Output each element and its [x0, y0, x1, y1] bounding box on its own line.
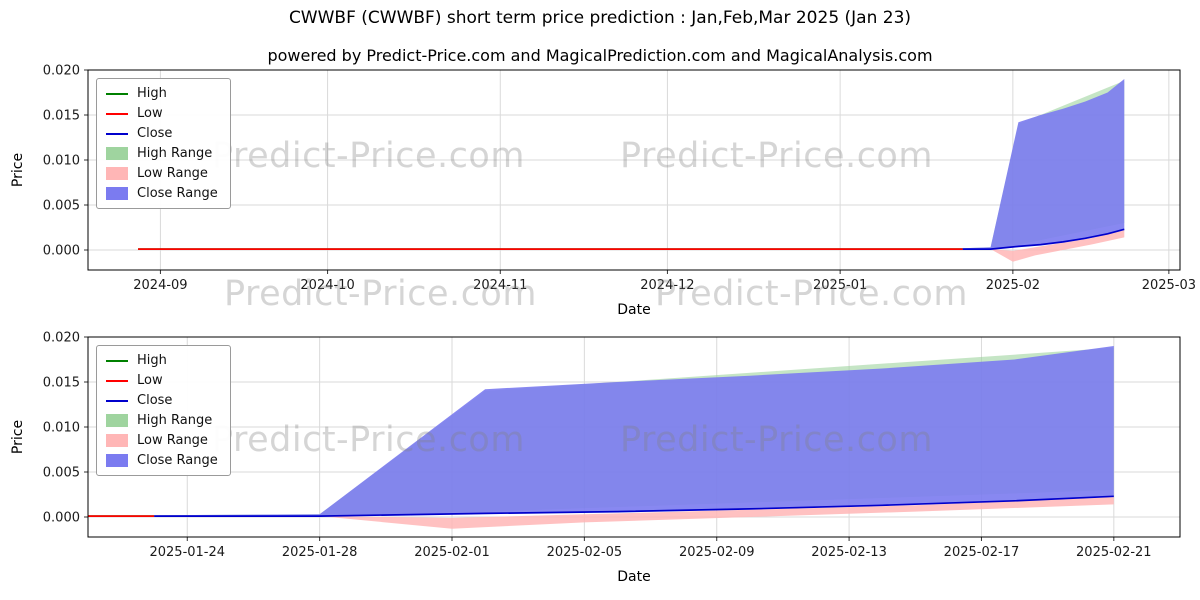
svg-text:Price: Price — [10, 420, 26, 454]
svg-text:2024-09: 2024-09 — [133, 278, 187, 293]
svg-text:2025-02-17: 2025-02-17 — [944, 545, 1020, 560]
svg-text:0.000: 0.000 — [43, 511, 80, 526]
svg-text:Price: Price — [10, 153, 26, 187]
legend-label: Low — [137, 106, 163, 121]
svg-text:0.005: 0.005 — [43, 466, 80, 481]
legend-label: Low Range — [137, 166, 208, 181]
svg-text:2025-02-09: 2025-02-09 — [679, 545, 755, 560]
legend-item: Close Range — [106, 453, 218, 468]
legend-label: High — [137, 353, 167, 368]
legend-label: Low — [137, 373, 163, 388]
svg-text:Date: Date — [617, 569, 650, 585]
watermark-text: Predict-Price.com — [620, 136, 933, 176]
svg-text:2024-11: 2024-11 — [473, 278, 527, 293]
legend-swatch — [106, 399, 128, 402]
svg-text:2025-01-24: 2025-01-24 — [149, 545, 225, 560]
legend-swatch — [106, 92, 128, 95]
svg-text:0.020: 0.020 — [43, 331, 80, 346]
legend-item: Low — [106, 373, 218, 388]
svg-text:0.010: 0.010 — [43, 421, 80, 436]
svg-text:0.015: 0.015 — [43, 376, 80, 391]
svg-text:2025-03: 2025-03 — [1142, 278, 1196, 293]
svg-text:2024-12: 2024-12 — [640, 278, 694, 293]
svg-text:0.000: 0.000 — [43, 244, 80, 259]
watermark-text: Predict-Price.com — [224, 274, 537, 314]
legend-label: Low Range — [137, 433, 208, 448]
svg-text:2025-02: 2025-02 — [986, 278, 1040, 293]
legend-item: High Range — [106, 413, 218, 428]
legend-item: High Range — [106, 146, 218, 161]
legend-swatch — [106, 187, 128, 200]
svg-text:0.020: 0.020 — [43, 64, 80, 79]
legend-swatch — [106, 132, 128, 135]
svg-text:2025-02-01: 2025-02-01 — [414, 545, 490, 560]
svg-text:Date: Date — [617, 302, 650, 318]
svg-text:2025-02-05: 2025-02-05 — [547, 545, 623, 560]
legend-label: Close Range — [137, 186, 218, 201]
legend-swatch — [106, 147, 128, 160]
watermark-text: Predict-Price.com — [212, 420, 525, 460]
legend-swatch — [106, 454, 128, 467]
legend-label: High — [137, 86, 167, 101]
legend-label: Close — [137, 393, 173, 408]
legend-label: Close Range — [137, 453, 218, 468]
svg-text:2025-01-28: 2025-01-28 — [282, 545, 358, 560]
legend-item: High — [106, 86, 218, 101]
legend-swatch — [106, 414, 128, 427]
legend-swatch — [106, 379, 128, 382]
svg-text:2025-02-13: 2025-02-13 — [811, 545, 887, 560]
legend-item: Low Range — [106, 433, 218, 448]
legend-item: Close — [106, 126, 218, 141]
legend-label: Close — [137, 126, 173, 141]
watermark-text: Predict-Price.com — [212, 136, 525, 176]
svg-text:0.005: 0.005 — [43, 199, 80, 214]
legend-swatch — [106, 112, 128, 115]
svg-text:2024-10: 2024-10 — [300, 278, 354, 293]
legend-swatch — [106, 359, 128, 362]
figure-title: CWWBF (CWWBF) short term price predictio… — [288, 8, 912, 28]
svg-text:0.015: 0.015 — [43, 109, 80, 124]
legend-item: Close — [106, 393, 218, 408]
legend-item: High — [106, 353, 218, 368]
legend-top-chart: High Low Close High Range Low Range Close Ran… — [96, 78, 231, 209]
legend-swatch — [106, 167, 128, 180]
figure-subtitle: powered by Predict-Price.com and Magical… — [267, 46, 933, 65]
svg-text:2025-01: 2025-01 — [813, 278, 867, 293]
watermark-text: Predict-Price.com — [620, 420, 933, 460]
legend-bottom-chart: High Low Close High Range Low Range Close Ran… — [96, 345, 231, 476]
legend-item: Low — [106, 106, 218, 121]
watermark-text: Predict-Price.com — [655, 274, 968, 314]
legend-label: High Range — [137, 413, 213, 428]
legend-item: Close Range — [106, 186, 218, 201]
legend-item: Low Range — [106, 166, 218, 181]
legend-swatch — [106, 434, 128, 447]
svg-text:2025-02-21: 2025-02-21 — [1076, 545, 1152, 560]
legend-label: High Range — [137, 146, 213, 161]
svg-text:0.010: 0.010 — [43, 154, 80, 169]
